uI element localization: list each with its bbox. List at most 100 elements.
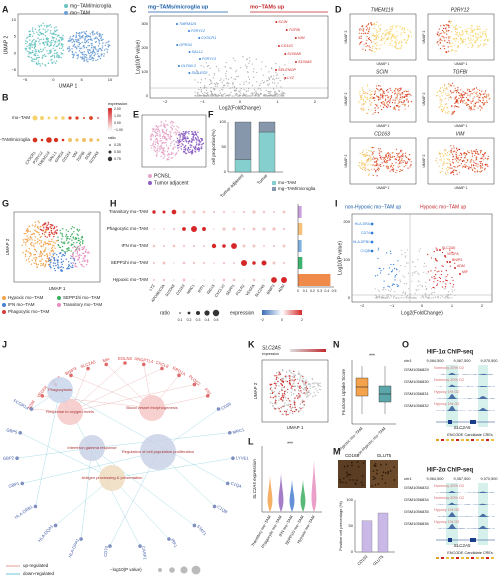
gene-point bbox=[202, 92, 204, 95]
cell-point bbox=[38, 30, 40, 32]
cre bbox=[471, 557, 474, 559]
cell-point bbox=[174, 131, 177, 133]
dot bbox=[162, 278, 166, 282]
cell-point bbox=[439, 171, 441, 173]
cell-point bbox=[57, 239, 60, 241]
cell-point bbox=[31, 244, 33, 247]
cell-point bbox=[177, 127, 180, 129]
y-tick-label: 100 bbox=[219, 119, 226, 124]
cell-point bbox=[445, 149, 447, 151]
gene-point bbox=[383, 280, 385, 282]
bar bbox=[298, 257, 303, 269]
cell-point bbox=[372, 152, 374, 154]
cell-point bbox=[405, 162, 407, 165]
panel-letter: H bbox=[110, 198, 117, 208]
cell-point bbox=[82, 257, 84, 260]
gene-point bbox=[433, 276, 435, 278]
cell-point bbox=[185, 132, 187, 134]
cell-point bbox=[392, 99, 394, 101]
gene-point bbox=[378, 267, 380, 269]
label: 0.5 bbox=[214, 318, 219, 322]
gene-point bbox=[443, 288, 445, 290]
cell-point bbox=[162, 135, 164, 138]
cell-point bbox=[278, 385, 280, 387]
cell-point bbox=[456, 29, 458, 31]
gene-label: GPR34 bbox=[54, 151, 64, 163]
cell-point bbox=[70, 266, 72, 268]
cell-point bbox=[276, 375, 278, 377]
gene-point bbox=[437, 279, 439, 282]
cell-point bbox=[454, 102, 456, 105]
dot bbox=[46, 137, 52, 143]
gene-point bbox=[415, 289, 417, 291]
cell-point bbox=[54, 49, 57, 52]
cell-point bbox=[373, 168, 375, 170]
cell-point bbox=[450, 145, 452, 147]
cell-point bbox=[40, 254, 43, 256]
cell-point bbox=[479, 99, 481, 101]
cell-point bbox=[447, 162, 449, 165]
cell-point bbox=[64, 241, 66, 243]
gene-node bbox=[79, 537, 83, 541]
cell-point bbox=[379, 96, 381, 98]
gene-point bbox=[216, 83, 218, 85]
cell-point bbox=[31, 59, 33, 61]
cell-point bbox=[61, 269, 63, 271]
cell-point bbox=[483, 32, 485, 34]
cell-point bbox=[85, 46, 88, 49]
cell-point bbox=[28, 53, 30, 55]
cell-point bbox=[51, 247, 53, 250]
gene-point bbox=[229, 67, 231, 69]
gene-point bbox=[427, 297, 430, 299]
cell-point bbox=[182, 133, 184, 135]
cre bbox=[456, 557, 459, 559]
cell-point bbox=[407, 29, 409, 31]
cell-point bbox=[384, 158, 387, 160]
y-tick-label: −5 bbox=[11, 67, 16, 72]
cell-point bbox=[281, 395, 284, 397]
cell-point bbox=[57, 236, 59, 238]
dot bbox=[242, 244, 246, 248]
gene-point bbox=[247, 76, 250, 78]
cell-point bbox=[69, 36, 72, 38]
cell-point bbox=[53, 257, 56, 259]
gene-point bbox=[210, 93, 212, 96]
cell-point bbox=[484, 169, 486, 171]
cell-point bbox=[289, 404, 292, 406]
cell-point bbox=[166, 139, 168, 141]
cell-point bbox=[100, 55, 102, 57]
cell-point bbox=[307, 395, 309, 397]
cell-point bbox=[197, 146, 200, 149]
cell-point bbox=[157, 147, 159, 150]
size-key bbox=[107, 156, 113, 162]
gene-point bbox=[431, 293, 433, 296]
cell-point bbox=[487, 158, 490, 160]
cell-point bbox=[473, 92, 475, 94]
cell-point bbox=[170, 157, 172, 159]
cell-point bbox=[50, 59, 52, 61]
cell-point bbox=[393, 90, 395, 92]
dot bbox=[262, 227, 266, 231]
cell-point bbox=[56, 56, 58, 58]
cell-point bbox=[396, 89, 398, 91]
cell-point bbox=[74, 38, 77, 41]
cell-point bbox=[30, 254, 32, 256]
cell-point bbox=[303, 400, 305, 403]
cell-point bbox=[396, 47, 399, 50]
cell-point bbox=[439, 39, 441, 41]
gene-point bbox=[230, 91, 232, 93]
cell-point bbox=[82, 241, 84, 243]
gene-point bbox=[211, 93, 214, 95]
cre bbox=[476, 557, 479, 559]
cell-point bbox=[373, 99, 376, 102]
dot bbox=[162, 244, 166, 248]
cell-point bbox=[375, 51, 377, 53]
gene-node bbox=[160, 366, 164, 371]
cell-point bbox=[201, 139, 203, 142]
cell-point bbox=[86, 261, 89, 263]
cell-point bbox=[66, 250, 68, 252]
cell-point bbox=[40, 51, 42, 53]
cell-point bbox=[386, 90, 388, 92]
gene-point bbox=[255, 90, 257, 92]
stain bbox=[381, 478, 384, 480]
